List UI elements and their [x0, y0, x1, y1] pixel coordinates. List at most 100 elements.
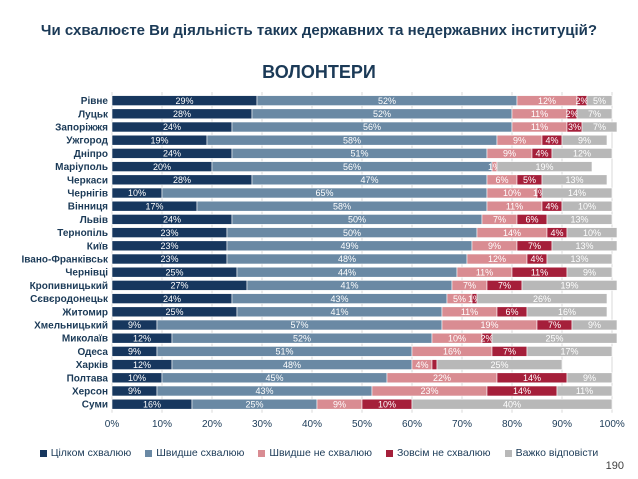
- legend-swatch: [385, 449, 393, 457]
- data-label: 29%: [175, 96, 193, 106]
- data-label: 28%: [173, 175, 191, 185]
- data-label: 16%: [443, 347, 461, 357]
- data-label: 11%: [461, 307, 478, 317]
- data-label: 11%: [476, 267, 493, 277]
- category-label: Ужгород: [66, 136, 108, 147]
- category-label: Житомир: [61, 307, 108, 318]
- data-label: 9%: [128, 347, 141, 357]
- legend-label: Швидше не схвалюю: [269, 447, 372, 459]
- data-label: 23%: [160, 254, 178, 264]
- data-label: 12%: [133, 333, 151, 343]
- data-label: 4%: [535, 149, 548, 159]
- bar-segment: [521, 280, 618, 291]
- bar-segment: [541, 187, 613, 199]
- legend-swatch: [145, 449, 153, 457]
- data-label: 9%: [588, 320, 601, 330]
- data-label: 51%: [350, 149, 368, 159]
- data-label: 45%: [265, 373, 283, 383]
- data-label: 19%: [535, 162, 553, 172]
- data-label: 1%: [468, 294, 481, 304]
- data-label: 1%: [488, 162, 501, 172]
- bar-segment: [476, 293, 608, 304]
- data-label: 22%: [433, 373, 451, 383]
- legend-item: Зовсім не схвалюю: [385, 447, 491, 459]
- data-label: 2%: [575, 96, 588, 106]
- data-label: 49%: [340, 241, 358, 251]
- data-label: 14%: [568, 188, 586, 198]
- data-label: 24%: [163, 149, 181, 159]
- data-label: 65%: [315, 188, 333, 198]
- category-label: Черкаси: [67, 175, 108, 186]
- bar-segment: [541, 174, 608, 186]
- bar-segment: [566, 227, 618, 238]
- category-label: Чернігів: [67, 189, 108, 200]
- x-tick-label: 100%: [599, 419, 625, 430]
- data-label: 52%: [378, 96, 396, 106]
- chart-title: ВОЛОНТЕРИ: [262, 62, 376, 82]
- data-label: 27%: [170, 281, 188, 291]
- data-label: 9%: [128, 320, 141, 330]
- category-label: Чернівці: [65, 268, 108, 279]
- data-label: 56%: [343, 162, 361, 172]
- data-label: 7%: [493, 215, 506, 225]
- bar-segment: [551, 240, 618, 252]
- data-label: 52%: [373, 109, 391, 119]
- data-label: 6%: [505, 307, 518, 317]
- x-tick-label: 40%: [302, 419, 322, 430]
- data-label: 3%: [568, 122, 581, 132]
- bar-segment: [546, 214, 613, 225]
- data-label: 24%: [163, 122, 181, 132]
- data-label: 11%: [531, 122, 548, 132]
- data-label: 25%: [490, 360, 508, 370]
- page-title: Чи схвалюєте Ви діяльність таких державн…: [40, 22, 598, 39]
- category-label: Полтава: [67, 373, 109, 384]
- data-label: 48%: [283, 360, 301, 370]
- data-label: 41%: [330, 307, 348, 317]
- x-tick-label: 0%: [105, 419, 120, 430]
- data-label: 5%: [593, 96, 606, 106]
- data-label: 43%: [255, 386, 273, 396]
- data-label: 19%: [480, 320, 498, 330]
- data-label: 16%: [143, 399, 161, 409]
- bar-segment: [546, 253, 613, 265]
- data-label: 12%: [133, 360, 151, 370]
- category-label: Рівне: [81, 96, 109, 107]
- category-label: Кропивницький: [30, 281, 108, 292]
- data-label: 51%: [275, 347, 293, 357]
- data-label: 26%: [533, 294, 551, 304]
- bar-segment: [576, 108, 613, 120]
- data-label: 10%: [503, 188, 521, 198]
- data-label: 14%: [513, 386, 531, 396]
- x-tick-label: 10%: [152, 419, 172, 430]
- data-label: 13%: [565, 175, 583, 185]
- data-label: 23%: [160, 228, 178, 238]
- data-label: 25%: [245, 399, 263, 409]
- data-label: 24%: [163, 215, 181, 225]
- category-label: Маріуполь: [55, 162, 108, 173]
- data-label: 10%: [128, 373, 146, 383]
- legend-label: Зовсім не схвалюю: [396, 447, 491, 459]
- data-label: 11%: [576, 386, 593, 396]
- data-label: 4%: [530, 254, 543, 264]
- data-label: 7%: [588, 109, 601, 119]
- data-label: 12%: [488, 254, 506, 264]
- data-label: 47%: [360, 175, 378, 185]
- bar-segment: [561, 200, 613, 212]
- data-label: 5%: [523, 175, 536, 185]
- bar-segment: [431, 359, 438, 370]
- data-label: 2%: [565, 109, 578, 119]
- data-label: 7%: [498, 281, 511, 291]
- x-tick-label: 70%: [452, 419, 472, 430]
- legend-item: Цілком схвалюю: [39, 447, 131, 459]
- data-label: 9%: [583, 373, 596, 383]
- data-label: 11%: [506, 201, 523, 211]
- bar-segment: [556, 385, 613, 397]
- data-label: 2%: [480, 333, 493, 343]
- legend-label: Важко відповісти: [515, 447, 599, 459]
- bar-segment: [571, 319, 618, 331]
- x-tick-label: 80%: [502, 419, 522, 430]
- legend-label: Швидше схвалюю: [156, 447, 245, 459]
- category-label: Вінниця: [68, 202, 108, 213]
- data-label: 6%: [525, 215, 538, 225]
- data-label: 10%: [578, 201, 596, 211]
